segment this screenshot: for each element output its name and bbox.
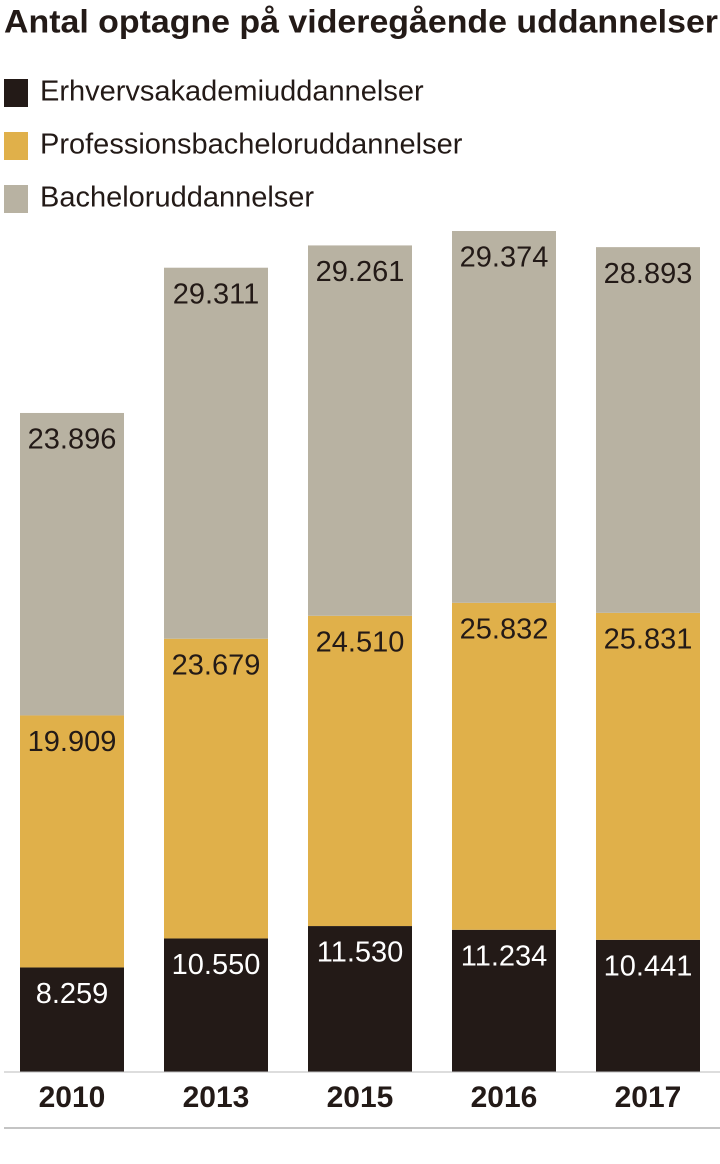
value-label: 25.831: [604, 624, 693, 656]
legend-label: Bacheloruddannelser: [40, 182, 314, 214]
x-tick-label: 2015: [327, 1081, 394, 1114]
x-tick-label: 2017: [615, 1081, 682, 1114]
bar-segment: [20, 715, 124, 968]
bar-segment: [452, 231, 556, 603]
x-tick-label: 2016: [471, 1081, 538, 1114]
bar-segment: [452, 602, 556, 930]
bar-segment: [596, 939, 700, 1072]
bar-segment: [308, 615, 412, 927]
value-label: 10.550: [172, 949, 261, 981]
bar-segment: [20, 412, 124, 716]
value-label: 10.441: [604, 950, 693, 982]
bar-segment: [596, 612, 700, 940]
legend-label: Erhvervsakademiuddannelser: [40, 76, 424, 108]
bar-segment: [308, 245, 412, 616]
value-label: 23.896: [28, 424, 117, 456]
x-tick-label: 2013: [183, 1081, 250, 1114]
bar-segment: [20, 967, 124, 1072]
value-label: 29.311: [173, 278, 260, 310]
x-tick-label: 2010: [39, 1081, 106, 1114]
legend-label: Professionsbacheloruddannelser: [40, 129, 463, 161]
bar-segment: [308, 926, 412, 1072]
legend-swatch: [4, 79, 28, 107]
bar-segment: [164, 267, 268, 639]
value-label: 11.530: [317, 937, 404, 969]
value-label: 11.234: [461, 940, 548, 972]
value-label: 25.832: [460, 613, 549, 645]
legend-swatch: [4, 185, 28, 213]
bar-segment: [164, 938, 268, 1072]
value-label: 28.893: [604, 258, 693, 290]
value-label: 24.510: [316, 626, 405, 658]
bar-segment: [596, 247, 700, 613]
value-label: 8.259: [36, 978, 109, 1010]
legend-swatch: [4, 132, 28, 160]
value-label: 29.261: [316, 256, 405, 288]
bar-segment: [164, 638, 268, 939]
value-label: 29.374: [460, 242, 549, 274]
value-label: 23.679: [172, 649, 261, 681]
value-label: 19.909: [28, 726, 117, 758]
bar-segment: [452, 929, 556, 1072]
chart-title: Antal optagne på videregående uddannelse…: [4, 3, 718, 39]
